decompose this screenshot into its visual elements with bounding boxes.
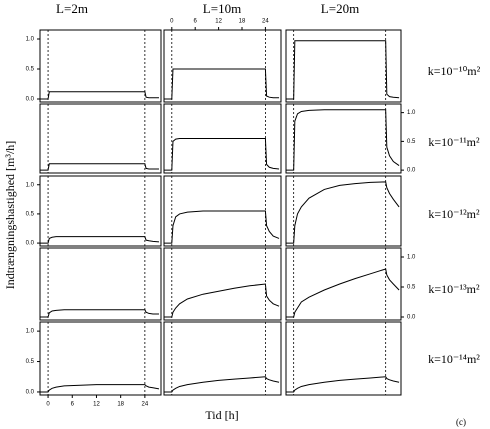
note: (c) (456, 417, 466, 427)
data-line (164, 283, 280, 318)
y-tick-label: 1.0 (407, 255, 416, 261)
y-tick-label: 0.5 (26, 359, 35, 365)
panel-frame (285, 247, 402, 321)
panel-frame (39, 247, 162, 321)
data-line (40, 384, 160, 393)
y-tick-label: 0.0 (407, 315, 416, 321)
x-tick-label: 6 (71, 402, 75, 408)
data-line (40, 236, 160, 244)
row-label: k=10⁻¹²m² (428, 207, 480, 221)
x-tick-label: 18 (117, 402, 124, 408)
data-line (286, 376, 400, 393)
panel-frame (163, 247, 282, 321)
y-tick-label: 0.0 (26, 241, 35, 247)
column-title: L=2m (56, 1, 88, 16)
y-tick-label: 0.0 (26, 97, 35, 103)
panel-frame (39, 321, 162, 396)
y-tick-label: 1.0 (26, 182, 35, 188)
x-tick-label: 18 (239, 19, 246, 25)
data-line (286, 268, 400, 318)
y-tick-label: 1.0 (407, 110, 416, 116)
y-tick-label: 0.5 (407, 285, 416, 291)
panel-frame (39, 29, 162, 103)
data-line (164, 376, 280, 393)
y-axis-label: Indtrængningshastighed [m³/h] (3, 141, 17, 290)
y-tick-label: 0.5 (407, 139, 416, 145)
panel-frame (163, 103, 282, 174)
row-label: k=10⁻¹⁴m² (428, 352, 480, 366)
row-label: k=10⁻¹¹m² (428, 135, 480, 149)
column-title: L=20m (321, 1, 359, 16)
row-label: k=10⁻¹⁰m² (428, 64, 481, 78)
y-tick-label: 1.0 (26, 37, 35, 43)
x-tick-label: 0 (170, 19, 174, 25)
column-title: L=10m (203, 1, 241, 16)
panel-frame (163, 175, 282, 247)
y-tick-label: 0.0 (407, 168, 416, 174)
row-label: k=10⁻¹³m² (428, 282, 480, 296)
data-line (286, 181, 400, 244)
data-line (286, 109, 400, 171)
panel-frame (285, 103, 402, 174)
x-axis-label: Tid [h] (205, 408, 238, 422)
x-tick-label: 24 (262, 19, 269, 25)
y-tick-label: 1.0 (26, 329, 35, 335)
x-tick-label: 6 (194, 19, 198, 25)
y-tick-label: 0.0 (26, 390, 35, 396)
x-tick-label: 0 (46, 402, 50, 408)
data-line (164, 210, 280, 244)
panel-frame (285, 175, 402, 247)
panel-frame (285, 29, 402, 103)
data-line (40, 309, 159, 318)
panel-frame (163, 29, 282, 103)
data-line (164, 68, 280, 100)
data-line (40, 91, 159, 100)
x-tick-label: 12 (215, 19, 222, 25)
data-line (286, 40, 400, 100)
y-tick-label: 0.5 (26, 67, 35, 73)
x-tick-label: 12 (93, 402, 100, 408)
panel-frame (285, 321, 402, 396)
data-line (40, 163, 159, 171)
x-tick-label: 24 (142, 402, 149, 408)
y-tick-label: 0.5 (26, 211, 35, 217)
panel-frame (39, 103, 162, 174)
data-line (164, 138, 280, 171)
panel-frame (163, 321, 282, 396)
panel-frame (39, 175, 162, 247)
